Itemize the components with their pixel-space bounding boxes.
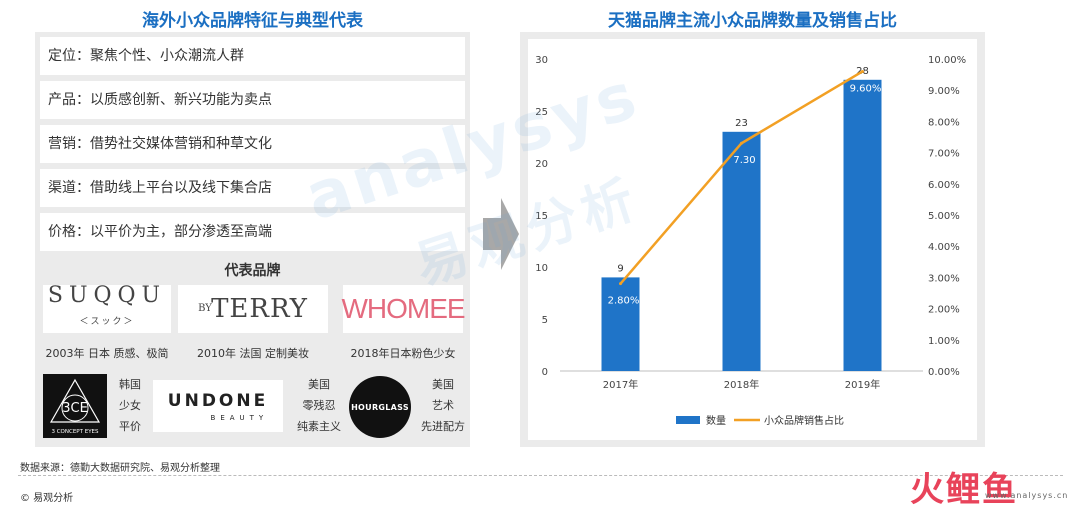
feature-positioning: 定位：聚焦个性、小众潮流人群	[40, 37, 465, 75]
suqqu-katakana: ＜スック＞	[79, 317, 135, 327]
y-right-tick-label: 5.00%	[928, 211, 960, 222]
whomee-wordmark: WHOMEE	[341, 293, 465, 324]
footer-url: www.analysys.cn	[985, 491, 1069, 500]
x-tick-label: 2019年	[845, 378, 880, 391]
line-series: 2.80% 7.30 9.60%	[608, 69, 882, 307]
caption-line: 艺术	[432, 399, 454, 412]
line-data-label: 2.80%	[608, 296, 640, 307]
undone-wordmark: UNDONE	[167, 390, 269, 411]
y-right-tick-label: 6.00%	[928, 180, 960, 191]
feature-price: 价格：以平价为主，部分渗透至高端	[40, 213, 465, 251]
y-left-tick-label: 15	[535, 211, 548, 222]
features-panel: 定位：聚焦个性、小众潮流人群 产品：以质感创新、新兴功能为卖点 营销：借势社交媒…	[35, 32, 470, 447]
footer-logo: 火鲤鱼	[910, 470, 1018, 510]
y-right-tick-label: 1.00%	[928, 336, 960, 347]
bar-series: 92328	[601, 66, 882, 372]
terry-by-mark: BY	[198, 303, 212, 314]
caption-line: 韩国	[119, 378, 141, 391]
feature-channel: 渠道：借助线上平台以及线下集合店	[40, 169, 465, 207]
bar-data-label: 9	[617, 263, 623, 274]
y-left-tick-label: 5	[542, 315, 548, 326]
line-data-label: 7.30	[733, 155, 755, 166]
caption-line: 美国	[308, 378, 330, 391]
feature-marketing: 营销：借势社交媒体营销和种草文化	[40, 125, 465, 163]
y-right-tick-label: 3.00%	[928, 273, 960, 284]
undone-subtitle: BEAUTY	[210, 413, 269, 422]
line-point	[619, 282, 622, 286]
y-right-tick-label: 8.00%	[928, 117, 960, 128]
caption-line: 美国	[432, 378, 454, 391]
caption-line: 零残忍	[302, 399, 336, 412]
y-right-tick-label: 7.00%	[928, 149, 960, 160]
y-left-tick-label: 10	[535, 263, 548, 274]
caption-line: 平价	[119, 420, 141, 433]
terry-wordmark: TERRY	[211, 294, 308, 324]
chart-legend: 数量 小众品牌销售占比	[676, 414, 844, 427]
chart-title: 天猫品牌主流小众品牌数量及销售占比	[608, 11, 897, 31]
y-right-tick-label: 10.00%	[928, 55, 966, 66]
line-point	[740, 141, 743, 145]
y-right-tick-label: 9.00%	[928, 86, 960, 97]
brand-caption-suqqu: 2003年 日本 质感、极简	[45, 347, 169, 360]
brand-logo-hourglass: HOURGLASS	[349, 376, 411, 438]
y-left-tick-label: 25	[535, 107, 548, 118]
3ce-subtitle: 3 CONCEPT EYES	[51, 429, 99, 435]
caption-line: 纯素主义	[297, 420, 341, 433]
y-axis-right: 0.00% 1.00% 2.00% 3.00% 4.00% 5.00% 6.00% 7.00%…	[928, 55, 966, 378]
y-right-tick-label: 4.00%	[928, 242, 960, 253]
brand-logo-whomee: WHOMEE	[341, 285, 466, 333]
brand-caption-whomee: 2018年日本粉色少女	[350, 347, 456, 360]
line-data-label: 9.60%	[850, 83, 882, 94]
suqqu-wordmark: SUQQU	[47, 283, 167, 308]
chart-panel: 0 5 10 15 20 25 30 0.00% 1.00% 2.00% 3.00% 4.00% 5.…	[520, 32, 985, 447]
legend-label-bar: 数量	[706, 414, 726, 427]
brand-logo-suqqu: SUQQU ＜スック＞	[43, 285, 171, 333]
3ce-wordmark: 3CE	[62, 401, 88, 416]
brand-logo-3ce: 3CE 3 CONCEPT EYES	[43, 374, 107, 438]
brand-logo-undone: UNDONE BEAUTY	[153, 380, 283, 432]
chart-area: 0 5 10 15 20 25 30 0.00% 1.00% 2.00% 3.00% 4.00% 5.…	[528, 39, 977, 440]
legend-label-line: 小众品牌销售占比	[764, 414, 844, 427]
bar	[601, 277, 640, 371]
footer-divider	[18, 475, 1063, 476]
brand-logo-terry: BY TERRY	[178, 285, 328, 333]
combo-chart: 0 5 10 15 20 25 30 0.00% 1.00% 2.00% 3.00% 4.00% 5.…	[535, 55, 966, 427]
bar	[843, 79, 882, 372]
x-tick-label: 2018年	[724, 378, 759, 391]
y-right-tick-label: 2.00%	[928, 305, 960, 316]
brand-caption-hourglass: 美国 艺术 先进配方	[417, 374, 469, 437]
caption-line: 少女	[119, 399, 141, 412]
left-title: 海外小众品牌特征与典型代表	[142, 11, 363, 31]
brand-caption-terry: 2010年 法国 定制美妆	[197, 347, 309, 360]
bar	[722, 131, 761, 371]
brand-caption-3ce: 韩国 少女 平价	[113, 374, 147, 437]
copyright: © 易观分析	[20, 493, 74, 504]
y-axis-left: 0 5 10 15 20 25 30	[535, 55, 548, 378]
data-source: 数据来源：德勤大数据研究院、易观分析整理	[20, 463, 220, 474]
y-left-tick-label: 0	[542, 367, 548, 378]
y-left-tick-label: 20	[535, 159, 548, 170]
line-point	[861, 69, 864, 73]
representative-brands-title: 代表品牌	[224, 263, 281, 279]
bar-data-label: 23	[735, 118, 748, 129]
y-left-tick-label: 30	[535, 55, 548, 66]
x-tick-label: 2017年	[603, 378, 638, 391]
3ce-logo-icon: 3CE 3 CONCEPT EYES	[49, 378, 101, 435]
caption-line: 先进配方	[421, 420, 465, 433]
y-right-tick-label: 0.00%	[928, 367, 960, 378]
x-axis: 2017年 2018年 2019年	[603, 378, 880, 391]
right-arrow-icon	[483, 198, 519, 270]
feature-product: 产品：以质感创新、新兴功能为卖点	[40, 81, 465, 119]
hourglass-wordmark: HOURGLASS	[351, 402, 409, 412]
legend-swatch-bar	[676, 416, 700, 424]
brand-caption-undone: 美国 零残忍 纯素主义	[291, 374, 347, 437]
